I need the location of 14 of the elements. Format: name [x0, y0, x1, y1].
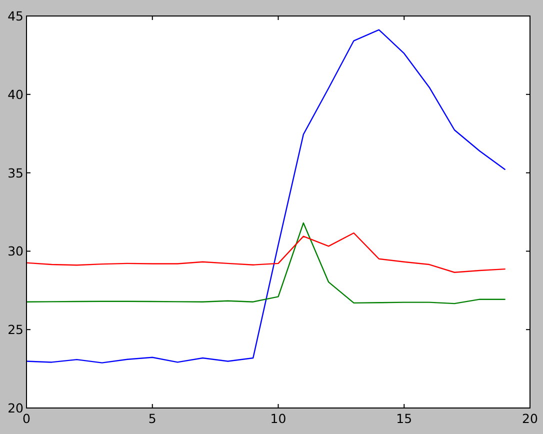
x-tick-label: 0 [22, 411, 31, 426]
y-tick-label: 30 [8, 244, 24, 259]
x-tick-label: 10 [270, 411, 286, 426]
line-series [26, 29, 506, 364]
y-tick-label: 35 [8, 165, 24, 180]
y-tick-label: 40 [8, 86, 24, 102]
y-tick-label: 25 [8, 322, 24, 338]
line-series [26, 232, 506, 273]
x-tick-label: 20 [522, 411, 538, 426]
x-tick-label: 5 [148, 411, 156, 426]
y-tick-label: 20 [8, 400, 24, 416]
y-tick-label: 45 [8, 8, 24, 24]
line-series [26, 222, 506, 304]
x-tick-label: 15 [396, 411, 412, 426]
